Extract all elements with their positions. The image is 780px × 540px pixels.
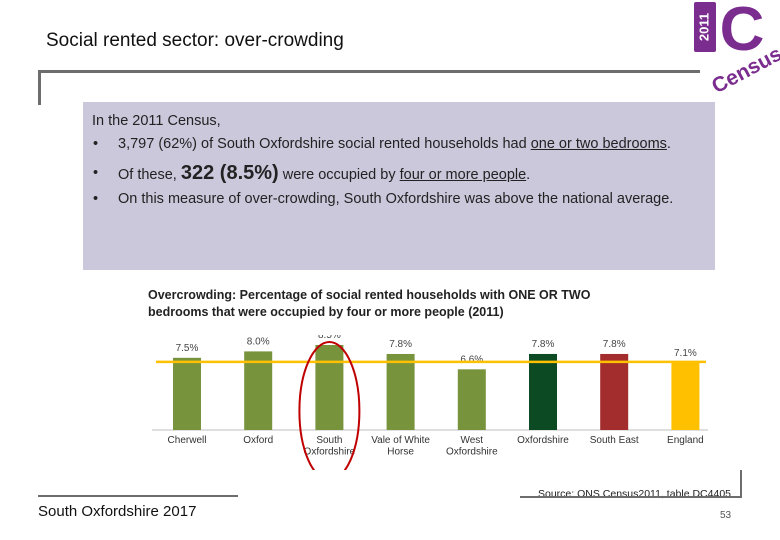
source-note: Source: ONS Census2011, table DC4405 xyxy=(538,488,731,500)
census-logo-letter: C xyxy=(720,0,765,64)
overcrowding-bar-chart: 7.5%Cherwell8.0%Oxford8.5%SouthOxfordshi… xyxy=(152,335,708,470)
value-label-1: 7.5% xyxy=(176,343,199,354)
footer-right-vertical-rule xyxy=(740,470,742,498)
census-logo-year: 2011 xyxy=(696,13,711,41)
category-label-4-line-2: Horse xyxy=(387,447,414,458)
bar-8 xyxy=(671,362,700,430)
census-2011-logo: 2011 C Census xyxy=(694,0,780,95)
category-label-2: Oxford xyxy=(243,435,273,446)
footer-right-rule xyxy=(520,496,742,498)
bar-7 xyxy=(600,353,629,430)
value-label-4: 7.8% xyxy=(389,339,412,350)
category-label-6: Oxfordshire xyxy=(517,435,569,446)
category-label-1: Cherwell xyxy=(168,435,207,446)
bullet1-text: 3,797 (62%) of South Oxfordshire social … xyxy=(118,136,531,152)
bullet2-mid: were occupied by xyxy=(278,167,400,183)
category-label-3-line-2: Oxfordshire xyxy=(304,447,356,458)
category-label-3-line-1: South xyxy=(316,435,342,446)
title-underline-rule xyxy=(38,70,700,73)
value-label-3: 8.5% xyxy=(318,335,341,341)
bar-4 xyxy=(386,353,415,430)
value-label-7: 7.8% xyxy=(603,339,626,350)
value-label-6: 7.8% xyxy=(532,339,555,350)
bar-5 xyxy=(457,369,486,430)
highlight-ellipse xyxy=(298,341,361,470)
bar-2 xyxy=(244,351,273,430)
bullet1-underlined: one or two bedrooms xyxy=(530,136,667,152)
census-logo-mark: 2011 C Census xyxy=(694,0,780,95)
bar-3 xyxy=(315,345,344,430)
bullet2-underlined: four or more people xyxy=(399,167,527,183)
footer-left-rule xyxy=(38,495,238,497)
footer-organisation: South Oxfordshire 2017 xyxy=(38,503,197,520)
bullet1-end: . xyxy=(666,136,671,152)
summary-bullet-overcrowded: Of these, 322 (8.5%) were occupied by fo… xyxy=(92,162,705,186)
page-number: 53 xyxy=(720,510,732,521)
overcrowded-figure: 322 (8.5%) xyxy=(180,162,279,184)
category-label-5-line-2: Oxfordshire xyxy=(446,447,498,458)
category-label-4-line-1: Vale of White xyxy=(371,435,430,446)
slide-title: Social rented sector: over-crowding xyxy=(46,30,344,51)
bullet2-end: . xyxy=(526,167,531,183)
value-label-2: 8.0% xyxy=(247,336,270,347)
census-summary-box: In the 2011 Census, 3,797 (62%) of South… xyxy=(83,102,715,270)
bullet2-text: Of these, xyxy=(118,167,181,183)
bar-6 xyxy=(529,353,557,430)
value-label-8: 7.1% xyxy=(674,348,697,359)
bar-1 xyxy=(173,357,201,430)
summary-bullet-bedrooms: 3,797 (62%) of South Oxfordshire social … xyxy=(92,135,705,154)
summary-bullets: 3,797 (62%) of South Oxfordshire social … xyxy=(92,135,705,209)
category-label-8: England xyxy=(667,435,704,446)
summary-bullet-comparison: On this measure of over-crowding, South … xyxy=(92,190,705,209)
category-label-5-line-1: West xyxy=(460,435,483,446)
bullet3-text: On this measure of over-crowding, South … xyxy=(118,191,674,207)
category-label-7: South East xyxy=(590,435,639,446)
summary-intro: In the 2011 Census, xyxy=(92,113,221,129)
chart-title: Overcrowding: Percentage of social rente… xyxy=(148,288,591,319)
value-label-5: 6.6% xyxy=(460,354,483,365)
title-left-rule xyxy=(38,70,41,105)
